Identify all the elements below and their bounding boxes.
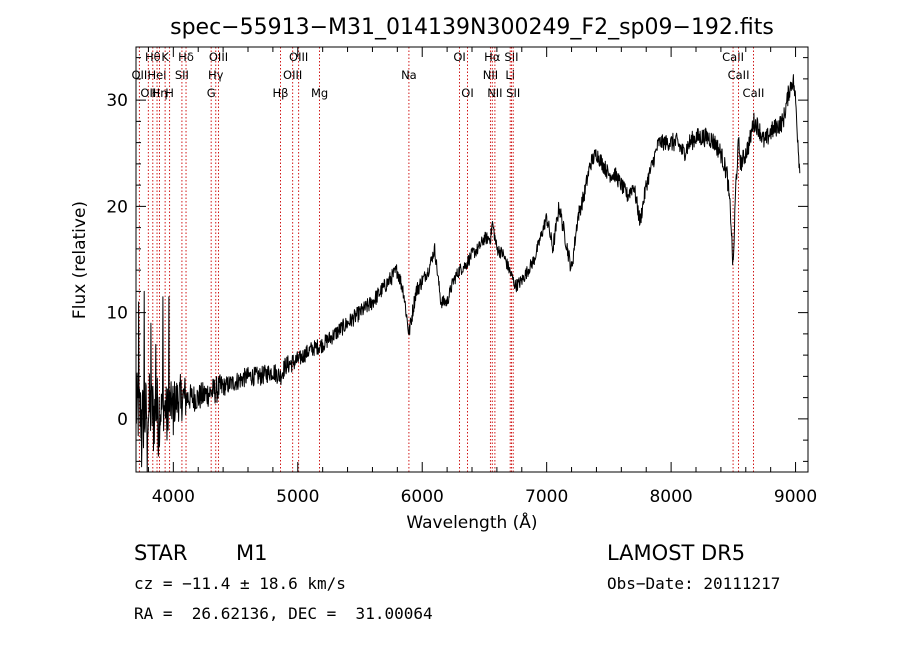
plot-frame	[135, 46, 809, 473]
spectral-line-label: Hα	[484, 50, 501, 64]
y-tick-label: 30	[106, 91, 128, 111]
spectral-line-label: Mg	[311, 86, 328, 100]
spectral-line-label: OIII	[209, 50, 228, 64]
object-type: STAR	[134, 541, 188, 565]
spectral-line-label: SII	[175, 68, 189, 82]
spectral-line-label: Li	[505, 68, 515, 82]
spectral-line-label: Hθ	[145, 50, 161, 64]
x-tick-label: 4000	[152, 487, 195, 507]
spectral-line-label: OI	[453, 50, 465, 64]
spectral-line-label: Hγ	[208, 68, 224, 82]
spectral-line-label: OII	[140, 86, 156, 100]
spectral-line-label: Hδ	[178, 50, 194, 64]
x-tick-label: 9000	[774, 487, 817, 507]
chart-title: spec−55913−M31_014139N300249_F2_sp09−192…	[170, 15, 774, 40]
spectrum-series	[135, 74, 801, 473]
spectral-line-label: NII	[487, 86, 502, 100]
spectral-line-label: K	[161, 50, 169, 64]
spectral-line-label: OII	[131, 68, 147, 82]
x-tick-label: 7000	[525, 487, 568, 507]
spectral-line-label: Hβ	[272, 86, 288, 100]
coordinates: RA = 26.62136, DEC = 31.00064	[134, 604, 433, 623]
spectral-line-label: OIII	[283, 68, 302, 82]
x-tick-label: 8000	[649, 487, 692, 507]
x-axis-label: Wavelength (Å)	[406, 511, 537, 533]
axes: 4000 5000 6000 7000 8000 9000 0 10 20 30	[106, 47, 817, 507]
spectral-line-label: SII	[506, 86, 520, 100]
spectral-line-label: HeI	[147, 68, 166, 82]
spectral-line-label: CaII	[743, 86, 765, 100]
spectral-line-label: G	[207, 86, 216, 100]
x-tick-label: 6000	[401, 487, 444, 507]
spectral-line-label: NII	[483, 68, 498, 82]
spectrum-line	[135, 74, 801, 473]
observation-date: Obs−Date: 20111217	[607, 574, 781, 593]
spectral-line-label: H	[165, 86, 174, 100]
object-subclass: M1	[236, 541, 268, 565]
y-tick-label: 20	[106, 197, 128, 217]
spectral-line-markers: OIIOIIHθHeIHηKHSIIHδGHγOIIIHβOIIIOIIIMgN…	[131, 47, 764, 472]
y-tick-label: 10	[106, 304, 128, 324]
y-tick-label: 0	[117, 410, 128, 430]
spectral-line-label: OIII	[289, 50, 308, 64]
spectral-line-label: SII	[504, 50, 518, 64]
spectral-line-label: Na	[401, 68, 417, 82]
spectral-line-label: CaII	[722, 50, 744, 64]
redshift-velocity: cz = −11.4 ± 18.6 km/s	[134, 574, 346, 593]
x-tick-label: 5000	[276, 487, 319, 507]
survey-name: LAMOST DR5	[607, 541, 746, 565]
spectral-line-label: CaII	[728, 68, 750, 82]
spectral-line-label: Hη	[152, 86, 168, 100]
spectral-line-label: OI	[461, 86, 473, 100]
y-axis-label: Flux (relative)	[70, 201, 90, 319]
